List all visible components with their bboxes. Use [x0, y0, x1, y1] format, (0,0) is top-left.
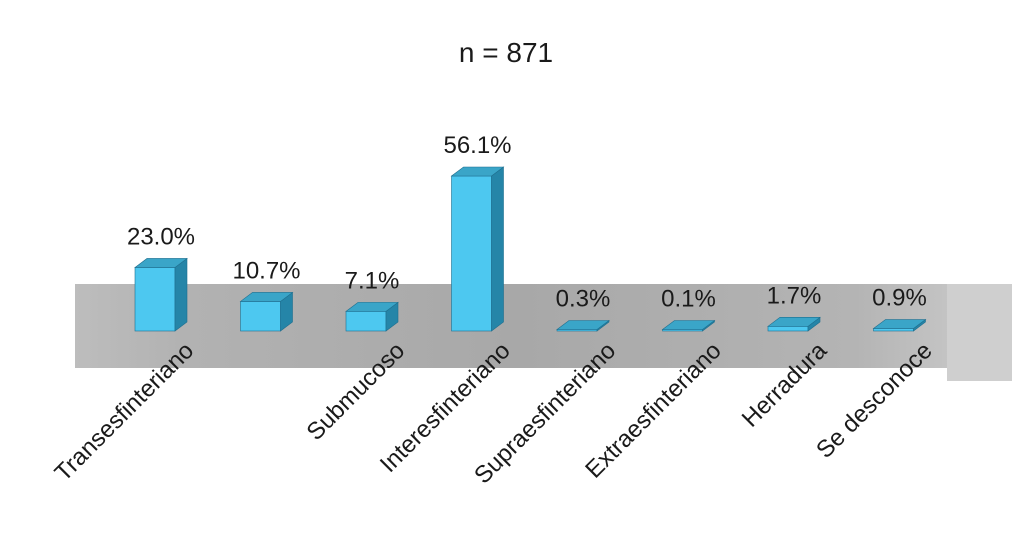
bar-front — [767, 326, 809, 332]
bar-top — [134, 258, 188, 268]
bar-front — [873, 328, 914, 332]
bar-top — [767, 317, 821, 327]
value-label-extraesfinteriano: 0.1% — [661, 286, 716, 313]
bar-se-desconoce — [872, 318, 927, 332]
bar-front — [345, 311, 387, 332]
bar-top — [345, 302, 399, 312]
value-label-interesfinteriano: 56.1% — [443, 132, 511, 159]
bar-top — [556, 320, 610, 330]
bar-extraesfinteriano — [661, 319, 716, 332]
value-label-unlabeled-1: 10.7% — [232, 257, 300, 284]
bar-interesfinteriano — [450, 166, 505, 332]
chart-floor-edge — [947, 284, 1012, 381]
value-label-transesfinteriano: 23.0% — [127, 223, 195, 250]
bar-front — [451, 175, 492, 332]
bar-side — [491, 166, 504, 332]
bar-top — [239, 292, 294, 302]
bar-submucoso — [345, 301, 399, 332]
bars-group — [134, 166, 927, 332]
bar-top — [450, 166, 505, 177]
bar-unlabeled-1 — [239, 291, 294, 332]
value-label-se-desconoce: 0.9% — [872, 285, 927, 312]
bar-side — [174, 257, 188, 332]
bar-front — [240, 301, 281, 332]
bar-transesfinteriano — [134, 257, 188, 332]
bar-front — [134, 267, 176, 332]
value-label-submucoso: 7.1% — [345, 267, 400, 294]
category-labels-group: Transesfinteriano SubmucosoInteresfinteri… — [50, 337, 938, 490]
bar-supraesfinteriano — [556, 319, 610, 332]
value-labels-group: 23.0% 10.7% 7.1% 56.1% 0.3% 0.1% 1.7% 0.9% — [127, 132, 927, 313]
bar-top — [661, 320, 716, 330]
value-label-herradura: 1.7% — [767, 282, 822, 309]
bar-top — [872, 319, 927, 329]
bar-herradura — [767, 316, 821, 332]
value-label-supraesfinteriano: 0.3% — [556, 286, 611, 313]
chart-title: n = 871 — [459, 37, 553, 68]
